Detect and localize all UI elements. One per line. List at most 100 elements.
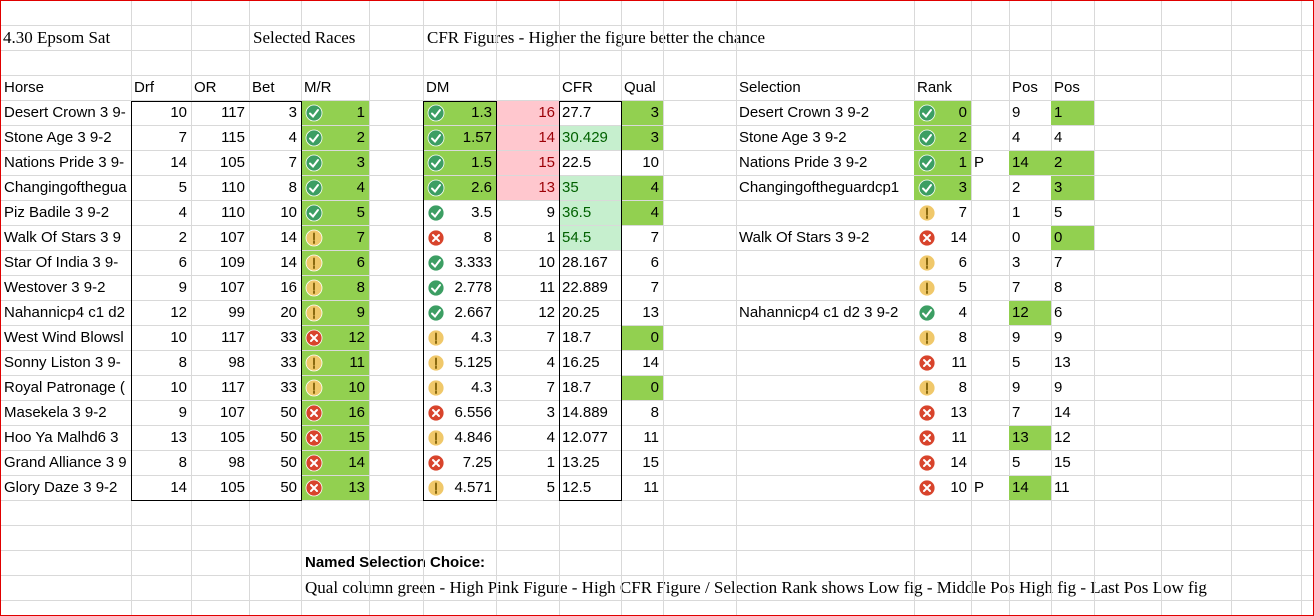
cell-horse: Glory Daze 3 9-2 (4, 479, 118, 496)
cell-cfr: 54.5 (559, 226, 621, 250)
cell-or: 110 (221, 204, 245, 221)
cell-horse: Grand Alliance 3 9 (4, 454, 127, 471)
grid-line (1231, 1, 1232, 615)
status-icon (305, 379, 323, 397)
status-icon (427, 304, 445, 322)
status-icon (305, 104, 323, 122)
cell-qual: 11 (643, 479, 659, 496)
status-icon (305, 254, 323, 272)
cell-rank: 14 (914, 451, 971, 475)
cell-qual: 15 (642, 454, 659, 471)
cell-mr: 14 (301, 451, 369, 475)
cell-rank: 14 (914, 226, 971, 250)
status-icon (427, 429, 445, 447)
grid-line (914, 1, 915, 615)
status-icon (427, 404, 445, 422)
cell-pos-mid: 9 (1012, 104, 1021, 121)
cell-p: P (974, 154, 985, 171)
cell-pos-mid: 5 (1012, 354, 1021, 371)
cell-pos-mid: 9 (1012, 379, 1021, 396)
cell-dm: 3.5 (423, 201, 496, 225)
cell-rank: 6 (914, 251, 971, 275)
cell-qual: 7 (650, 279, 659, 296)
status-icon (305, 479, 323, 497)
cell-or: 110 (221, 179, 245, 196)
cell-pos-mid: 3 (1012, 254, 1021, 271)
cell-drf: 12 (170, 304, 187, 321)
cell-horse: Piz Badile 3 9-2 (4, 204, 110, 221)
cell-horse: Nations Pride 3 9- (4, 154, 125, 171)
status-icon (918, 204, 936, 222)
cell-pos-mid: 4 (1012, 129, 1021, 146)
status-icon (305, 179, 323, 197)
cell-dm: 4.846 (423, 426, 496, 450)
cell-drf: 9 (178, 279, 187, 296)
cell-or: 117 (221, 329, 245, 346)
cell-qual: 11 (643, 429, 659, 446)
grid-line (736, 1, 737, 615)
cell-pos-last: 6 (1054, 304, 1063, 321)
cell-horse: Desert Crown 3 9- (4, 104, 126, 121)
cell-or: 107 (219, 404, 245, 421)
cell-pos-mid: 7 (1012, 279, 1021, 296)
cell-bet: 7 (288, 154, 297, 171)
cell-cfr-rank: 11 (539, 279, 555, 296)
cell-cfr: 28.167 (562, 254, 608, 271)
cell-rank: 0 (914, 101, 971, 125)
status-icon (427, 329, 445, 347)
status-icon (305, 304, 323, 322)
cell-mr: 10 (301, 376, 369, 400)
sheet-title: 4.30 Epsom Sat (3, 28, 111, 47)
cell-mr: 2 (301, 126, 369, 150)
grid-line (369, 1, 370, 615)
cell-bet: 50 (280, 404, 297, 421)
cell-rank: 5 (914, 276, 971, 300)
cell-qual: 10 (642, 154, 659, 171)
cell-rank: 11 (914, 426, 971, 450)
cell-dm: 2.667 (423, 301, 496, 325)
status-icon (918, 329, 936, 347)
cell-cfr-rank: 12 (538, 304, 555, 321)
cell-mr: 11 (301, 351, 369, 375)
cell-dm: 6.556 (423, 401, 496, 425)
grid-line (191, 1, 192, 615)
status-icon (918, 129, 936, 147)
cell-pos-last: 8 (1054, 279, 1063, 296)
status-icon (427, 279, 445, 297)
cell-cfr: 14.889 (562, 404, 608, 421)
status-icon (918, 429, 936, 447)
cell-cfr-rank: 4 (546, 429, 555, 446)
cell-dm: 1.57 (423, 126, 496, 150)
cell-pos-mid: 9 (1012, 329, 1021, 346)
cell-pos-last: 9 (1054, 379, 1063, 396)
cell-cfr-rank: 7 (546, 379, 555, 396)
cell-mr: 7 (301, 226, 369, 250)
note-title: Named Selection Choice: (305, 554, 486, 571)
cell-cfr-rank: 4 (546, 354, 555, 371)
cell-pos-last: 14 (1054, 404, 1071, 421)
cell-mr: 9 (301, 301, 369, 325)
status-icon (427, 229, 445, 247)
cell-mr: 15 (301, 426, 369, 450)
cell-drf: 13 (170, 429, 187, 446)
cell-rank: 10 (914, 476, 971, 500)
cell-dm: 2.6 (423, 176, 496, 200)
cell-horse: Nahannicp4 c1 d2 (4, 304, 125, 321)
cell-cfr-rank: 14 (496, 126, 559, 150)
status-icon (918, 454, 936, 472)
grid-line (1161, 1, 1162, 615)
status-icon (427, 204, 445, 222)
cell-pos-last: 1 (1051, 101, 1094, 125)
cell-mr: 1 (301, 101, 369, 125)
cell-drf: 14 (170, 479, 187, 496)
cell-rank: 13 (914, 401, 971, 425)
column-header: DM (426, 79, 450, 96)
cell-qual: 6 (650, 254, 659, 271)
status-icon (427, 129, 445, 147)
cell-cfr: 27.7 (562, 104, 592, 121)
cell-pos-mid: 5 (1012, 454, 1021, 471)
cell-drf: 6 (178, 254, 187, 271)
status-icon (305, 329, 323, 347)
cell-bet: 14 (280, 229, 297, 246)
cell-rank: 8 (914, 376, 971, 400)
